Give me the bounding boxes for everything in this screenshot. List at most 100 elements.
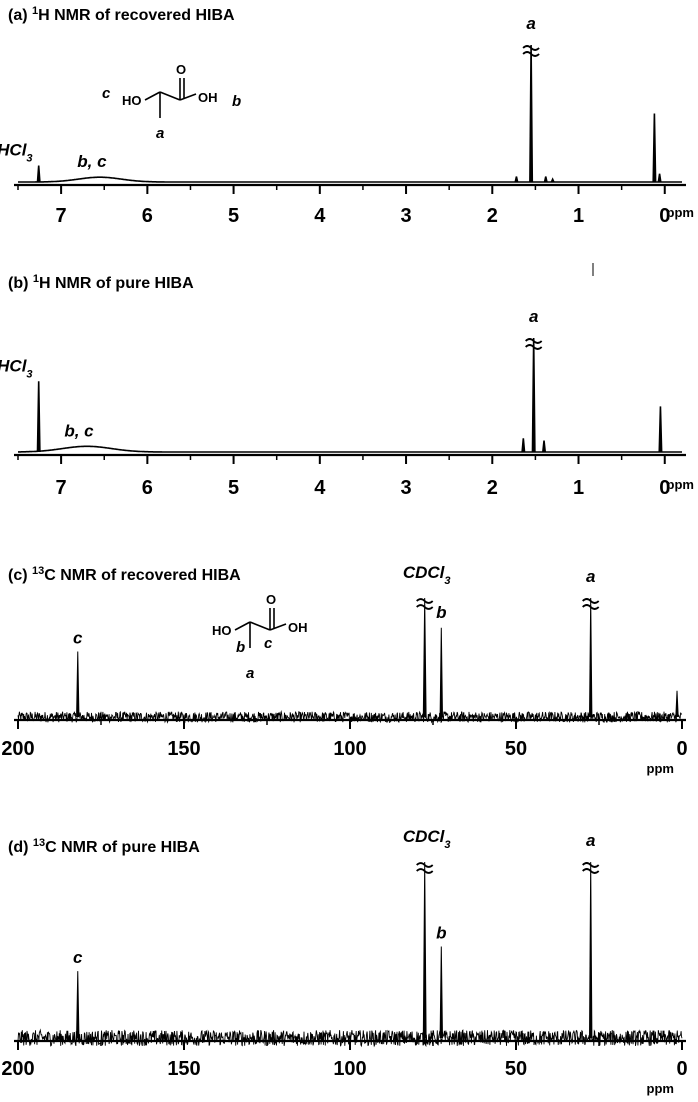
break-mark — [416, 868, 434, 874]
peak — [589, 597, 593, 718]
mol-label-a: a — [246, 665, 254, 682]
mol-label-b: b — [232, 93, 241, 110]
peak-label: CDCl3 — [403, 827, 451, 851]
break-mark — [416, 604, 434, 610]
x-tick-label: 0 — [659, 205, 670, 227]
panel-title: (a) 1H NMR of recovered HIBA — [8, 5, 235, 24]
x-tick-label: 4 — [314, 205, 326, 227]
peak — [514, 176, 519, 183]
x-axis-unit: ppm — [667, 477, 694, 492]
peak-label: CHCl3 — [0, 141, 33, 165]
x-tick-label: 2 — [487, 477, 498, 499]
break-mark — [582, 598, 600, 604]
x-tick-label: 50 — [505, 738, 527, 760]
x-tick-label: 0 — [676, 1058, 687, 1080]
break-mark — [582, 868, 600, 874]
break-mark — [525, 338, 543, 344]
x-tick-label: 7 — [56, 205, 67, 227]
mol-atom-ho: HO — [122, 93, 142, 108]
peak — [439, 627, 443, 718]
panel-title: (c) 13C NMR of recovered HIBA — [8, 565, 241, 584]
peak — [36, 381, 41, 453]
peak — [36, 165, 41, 183]
peak-label: c — [73, 629, 83, 648]
mol-label-a: a — [156, 125, 164, 142]
x-tick-label: 50 — [505, 1058, 527, 1080]
peak — [422, 597, 427, 718]
break-mark — [522, 51, 540, 57]
x-tick-label: 0 — [676, 738, 687, 760]
peak-label: a — [586, 567, 595, 586]
molecule-structure: HO O OH b ca — [212, 592, 308, 682]
x-tick-label: 6 — [142, 477, 153, 499]
x-tick-label: 1 — [573, 477, 584, 499]
break-mark — [525, 344, 543, 350]
x-tick-label: 3 — [400, 205, 411, 227]
x-tick-label: 5 — [228, 205, 239, 227]
x-tick-label: 150 — [167, 738, 200, 760]
spectrum-trace — [18, 176, 682, 183]
break-mark — [522, 45, 540, 51]
spectrum-trace — [17, 710, 683, 724]
peak — [658, 406, 663, 453]
x-tick-label: 150 — [167, 1058, 200, 1080]
x-tick-label: 0 — [659, 477, 670, 499]
peak — [439, 946, 443, 1039]
peak — [550, 177, 555, 183]
mol-atom-oh: OH — [288, 620, 308, 635]
peak — [76, 651, 80, 718]
mol-atom-oh: OH — [198, 90, 218, 105]
peak-label: a — [529, 307, 538, 326]
x-tick-label: 7 — [56, 477, 67, 499]
peak-label: b, c — [64, 421, 94, 440]
molecule-structure: HO O OH c b a — [102, 62, 241, 142]
peak-label: CHCl3 — [0, 356, 33, 380]
mol-atom-o: O — [176, 62, 186, 77]
peak-label: c — [73, 948, 83, 967]
peak-label: b, c — [77, 152, 107, 171]
peak-label: CDCl3 — [403, 563, 451, 587]
peak — [543, 176, 548, 183]
break-mark — [416, 862, 434, 868]
peak — [675, 690, 679, 718]
x-tick-label: 6 — [142, 205, 153, 227]
panel-title: (d) 13C NMR of pure HIBA — [8, 837, 200, 856]
x-tick-label: 5 — [228, 477, 239, 499]
peak-label: b — [436, 923, 446, 942]
mol-label-b: b — [236, 639, 245, 656]
x-tick-label: 100 — [333, 738, 366, 760]
mol-label-c: c — [102, 85, 111, 102]
peak — [652, 113, 657, 183]
peak — [589, 861, 593, 1039]
x-tick-label: 200 — [1, 738, 34, 760]
x-tick-label: 4 — [314, 477, 326, 499]
break-mark — [582, 862, 600, 868]
panel-c: (c) 13C NMR of recovered HIBA 200 150 100 50… — [1, 563, 687, 776]
peak — [521, 438, 526, 453]
x-tick-label: 1 — [573, 205, 584, 227]
spectrum-trace — [17, 1028, 683, 1048]
break-mark — [416, 598, 434, 604]
x-axis-unit: ppm — [647, 1081, 674, 1096]
mol-label-c: c — [264, 635, 273, 652]
x-axis-unit: ppm — [647, 761, 674, 776]
x-tick-label: 100 — [333, 1058, 366, 1080]
peak — [531, 337, 536, 453]
peak — [542, 440, 547, 453]
peak — [529, 44, 534, 183]
panel-title: (b) 1H NMR of pure HIBA — [8, 273, 194, 292]
mol-atom-ho: HO — [212, 623, 232, 638]
break-mark — [582, 604, 600, 610]
spectrum-trace — [18, 445, 682, 453]
peak — [422, 861, 427, 1039]
peak-label: b — [436, 603, 446, 622]
peak — [76, 971, 80, 1039]
mol-atom-o: O — [266, 592, 276, 607]
x-tick-label: 3 — [400, 477, 411, 499]
peak-label: a — [586, 831, 595, 850]
peak — [657, 173, 662, 183]
x-tick-label: 200 — [1, 1058, 34, 1080]
